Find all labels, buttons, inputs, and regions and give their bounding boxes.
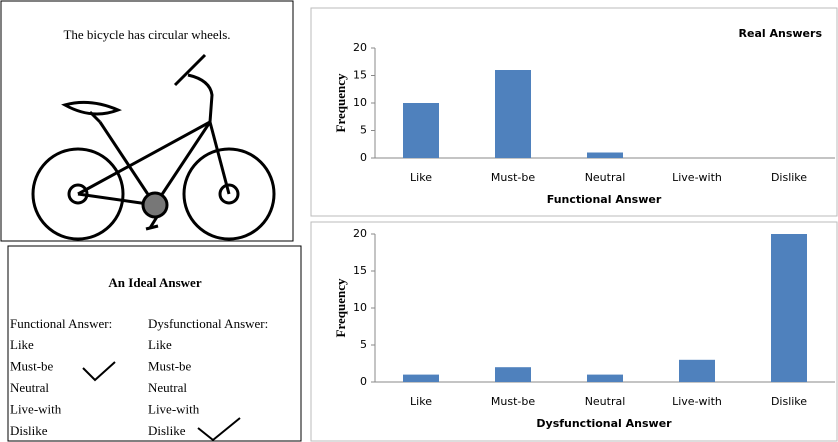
bar	[495, 70, 531, 158]
y-tick-label: 5	[360, 338, 367, 351]
x-tick-label: Neutral	[585, 171, 626, 184]
answer-option: Live-with	[148, 401, 200, 416]
y-tick-label: 10	[353, 96, 367, 109]
y-tick-label: 15	[353, 69, 367, 82]
check-mark	[198, 418, 240, 440]
functional-header: Functional Answer:	[10, 316, 112, 331]
x-tick-label: Neutral	[585, 395, 626, 408]
y-tick-label: 20	[353, 41, 367, 54]
dysfunctional-header: Dysfunctional Answer:	[148, 316, 268, 331]
x-tick-label: Dislike	[771, 171, 807, 184]
y-tick-label: 20	[353, 227, 367, 240]
answer-option: Like	[10, 337, 34, 352]
chart-panel	[311, 222, 837, 441]
answer-option: Must-be	[10, 358, 54, 373]
x-tick-label: Must-be	[491, 395, 535, 408]
x-tick-label: Must-be	[491, 171, 535, 184]
bar	[403, 375, 439, 382]
bar	[587, 375, 623, 382]
x-tick-label: Live-with	[672, 395, 722, 408]
y-tick-label: 0	[360, 151, 367, 164]
bar	[587, 153, 623, 159]
page: The bicycle has circular wheels. An Idea…	[0, 0, 838, 442]
x-tick-label: Like	[410, 171, 432, 184]
answer-option: Neutral	[148, 380, 187, 395]
check-mark	[83, 362, 115, 380]
answer-option: Live-with	[10, 401, 62, 416]
y-tick-label: 0	[360, 375, 367, 388]
x-tick-label: Live-with	[672, 171, 722, 184]
ideal-answer-title: An Ideal Answer	[108, 275, 201, 290]
chart-title: Real Answers	[739, 27, 823, 40]
answer-option: Like	[148, 337, 172, 352]
bicycle-caption: The bicycle has circular wheels.	[63, 27, 230, 42]
answer-option: Dislike	[148, 423, 186, 438]
y-axis-label: Frequency	[333, 73, 348, 132]
bar	[679, 360, 715, 382]
bar	[771, 234, 807, 382]
y-axis-label: Frequency	[333, 278, 348, 337]
y-tick-label: 10	[353, 301, 367, 314]
x-axis-label: Functional Answer	[547, 193, 662, 206]
bar	[403, 103, 439, 158]
x-tick-label: Like	[410, 395, 432, 408]
answer-option: Dislike	[10, 423, 48, 438]
answer-option: Neutral	[10, 380, 49, 395]
y-tick-label: 15	[353, 264, 367, 277]
y-tick-label: 5	[360, 124, 367, 137]
bar	[495, 367, 531, 382]
bicycle-drawing	[33, 55, 274, 239]
answer-option: Must-be	[148, 358, 192, 373]
answer-options: Like Must-be Neutral Live-with Dislike Like Mu…	[10, 337, 200, 438]
x-tick-label: Dislike	[771, 395, 807, 408]
x-axis-label: Dysfunctional Answer	[536, 417, 672, 430]
